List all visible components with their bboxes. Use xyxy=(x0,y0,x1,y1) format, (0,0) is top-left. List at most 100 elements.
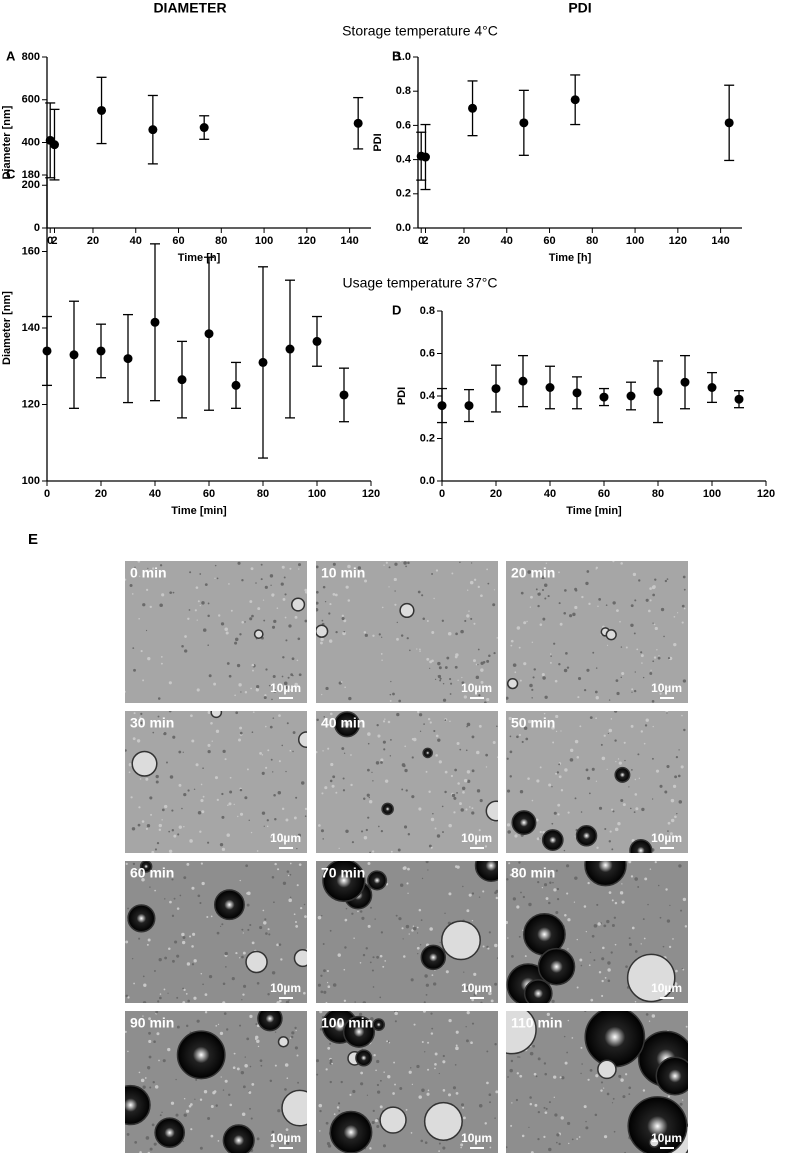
speck xyxy=(431,631,435,634)
scale-bar xyxy=(470,997,484,999)
speck xyxy=(573,901,576,903)
speck xyxy=(465,808,468,811)
speck xyxy=(596,846,599,849)
speck xyxy=(379,954,383,958)
speck xyxy=(348,696,352,701)
speck xyxy=(343,999,347,1002)
speck xyxy=(158,823,162,828)
x-tick-label: 120 xyxy=(669,235,687,247)
speck xyxy=(154,848,158,851)
speck xyxy=(506,789,511,793)
speck xyxy=(256,1039,260,1043)
speck xyxy=(611,1102,614,1104)
speck xyxy=(661,689,664,693)
x-tick-label: 120 xyxy=(362,488,380,500)
speck xyxy=(325,1001,328,1003)
point xyxy=(96,346,106,356)
speck xyxy=(544,1111,548,1115)
speck xyxy=(243,984,247,988)
speck xyxy=(555,714,559,719)
speck xyxy=(388,586,390,588)
speck xyxy=(246,768,249,771)
droplet xyxy=(367,870,388,891)
speck xyxy=(237,561,241,565)
speck xyxy=(506,696,509,700)
x-tick-label: 60 xyxy=(598,488,610,500)
speck xyxy=(158,957,162,962)
droplet xyxy=(322,861,366,903)
speck xyxy=(556,1133,560,1137)
speck xyxy=(220,622,225,626)
speck xyxy=(372,780,374,782)
speck xyxy=(568,1142,570,1145)
speck xyxy=(216,798,219,802)
speck xyxy=(574,587,578,591)
speck xyxy=(422,1011,426,1013)
speck xyxy=(171,829,175,832)
speck xyxy=(468,610,470,612)
scale-bar xyxy=(470,847,484,849)
speck xyxy=(340,1080,343,1084)
speck xyxy=(190,1128,193,1131)
speck xyxy=(367,742,370,745)
speck xyxy=(529,1096,532,1099)
speck xyxy=(469,580,474,585)
speck xyxy=(369,851,371,853)
speck xyxy=(127,996,130,999)
speck xyxy=(581,595,584,599)
speck xyxy=(241,1112,246,1116)
speck xyxy=(291,1031,295,1035)
speck xyxy=(155,571,157,574)
speck xyxy=(364,633,368,637)
speck xyxy=(419,944,422,946)
speck xyxy=(171,878,174,881)
speck xyxy=(379,996,382,999)
speck xyxy=(148,1055,152,1059)
point xyxy=(49,140,59,150)
speck xyxy=(553,642,556,645)
speck xyxy=(316,565,319,569)
speck xyxy=(327,1144,332,1148)
speck xyxy=(460,1103,465,1107)
speck xyxy=(409,1067,412,1069)
speck xyxy=(380,758,384,762)
speck xyxy=(386,1040,389,1043)
speck xyxy=(615,679,619,682)
speck xyxy=(640,943,642,945)
speck xyxy=(622,803,626,807)
speck xyxy=(153,1142,157,1146)
speck xyxy=(437,738,441,742)
time-label: 0 min xyxy=(130,565,167,581)
speck xyxy=(296,1054,299,1057)
speck xyxy=(636,648,639,651)
point xyxy=(199,123,209,133)
speck xyxy=(283,681,288,686)
speck xyxy=(229,776,232,779)
speck xyxy=(466,722,471,727)
speck xyxy=(459,561,461,564)
speck xyxy=(603,1087,605,1089)
speck xyxy=(465,1039,469,1043)
speck xyxy=(683,680,685,682)
speck xyxy=(325,1121,329,1125)
speck xyxy=(579,958,583,962)
speck xyxy=(255,582,257,584)
speck xyxy=(328,639,333,643)
speck xyxy=(189,935,192,938)
speck xyxy=(182,936,186,939)
speck xyxy=(154,720,157,723)
speck xyxy=(201,810,205,814)
droplet xyxy=(291,597,306,612)
point xyxy=(653,387,663,397)
speck xyxy=(515,723,518,726)
speck xyxy=(466,986,470,990)
speck xyxy=(494,1117,496,1119)
speck xyxy=(377,734,381,738)
time-label: 90 min xyxy=(130,1015,174,1031)
speck xyxy=(195,1078,198,1081)
speck xyxy=(263,619,266,622)
speck xyxy=(318,1130,321,1132)
speck xyxy=(682,968,685,971)
speck xyxy=(142,1001,147,1003)
speck xyxy=(149,1086,152,1089)
